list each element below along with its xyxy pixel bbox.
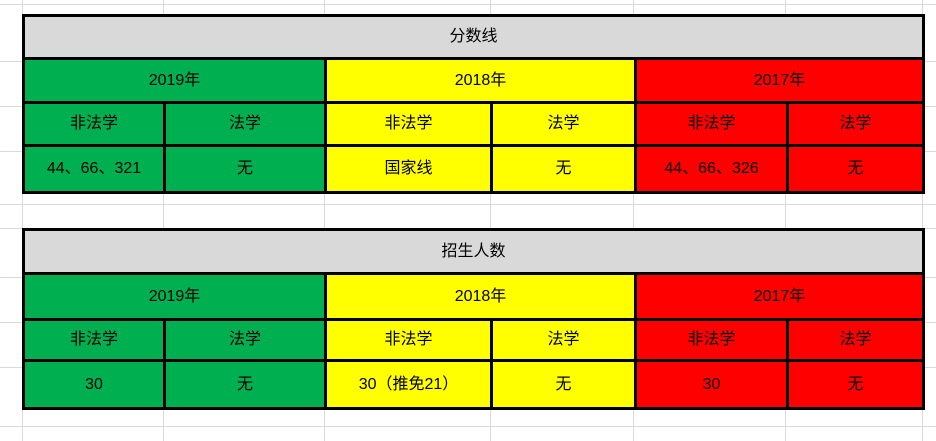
value-cell[interactable]: 无 (490, 359, 637, 410)
gridline-vertical (22, 0, 23, 441)
year-header-2017[interactable]: 2017年 (633, 272, 926, 321)
gridline-vertical (324, 0, 325, 441)
subheader-cell[interactable]: 法学 (163, 101, 327, 147)
subheader-cell[interactable]: 非法学 (634, 318, 789, 362)
year-header-2019[interactable]: 2019年 (22, 57, 327, 104)
subheader-cell[interactable]: 法学 (163, 318, 327, 362)
year-header-2017[interactable]: 2017年 (633, 57, 926, 104)
gridline-horizontal (0, 228, 936, 229)
gridline-vertical (163, 0, 164, 441)
year-header-2018[interactable]: 2018年 (324, 57, 637, 104)
value-cell[interactable]: 无 (490, 144, 637, 194)
value-cell[interactable]: 30 (634, 359, 789, 410)
value-cell[interactable]: 44、66、321 (22, 144, 166, 194)
subheader-cell[interactable]: 法学 (490, 101, 637, 147)
value-cell[interactable]: 无 (163, 359, 327, 410)
value-cell[interactable]: 30（推免21） (324, 359, 493, 410)
value-cell[interactable]: 国家线 (324, 144, 493, 194)
gridline-vertical (922, 0, 923, 441)
value-cell[interactable]: 无 (785, 359, 926, 410)
subheader-cell[interactable]: 法学 (785, 101, 926, 147)
gridline-vertical (490, 0, 491, 441)
subheader-cell[interactable]: 法学 (490, 318, 637, 362)
gridline-horizontal (0, 204, 936, 205)
table-title-cell[interactable]: 招生人数 (21, 228, 926, 275)
table-title-cell[interactable]: 分数线 (21, 14, 926, 60)
subheader-cell[interactable]: 非法学 (324, 101, 493, 147)
subheader-cell[interactable]: 非法学 (22, 101, 166, 147)
gridline-vertical (785, 0, 786, 441)
subheader-cell[interactable]: 法学 (785, 318, 926, 362)
subheader-cell[interactable]: 非法学 (22, 318, 166, 362)
year-header-2018[interactable]: 2018年 (324, 272, 637, 321)
subheader-cell[interactable]: 非法学 (324, 318, 493, 362)
value-cell[interactable]: 无 (163, 144, 327, 194)
gridline-vertical (633, 0, 634, 441)
year-header-2019[interactable]: 2019年 (22, 272, 327, 321)
value-cell[interactable]: 30 (22, 359, 166, 410)
gridline-horizontal (0, 4, 936, 5)
enrollment-table: 招生人数 2019年 2018年 2017年 非法学 法学 非法学 法学 非法学… (21, 228, 926, 410)
value-cell[interactable]: 无 (785, 144, 926, 194)
gridline-horizontal (0, 426, 936, 427)
subheader-cell[interactable]: 非法学 (634, 101, 789, 147)
value-cell[interactable]: 44、66、326 (634, 144, 789, 194)
score-line-table: 分数线 2019年 2018年 2017年 非法学 法学 非法学 法学 非法学 … (21, 14, 926, 194)
